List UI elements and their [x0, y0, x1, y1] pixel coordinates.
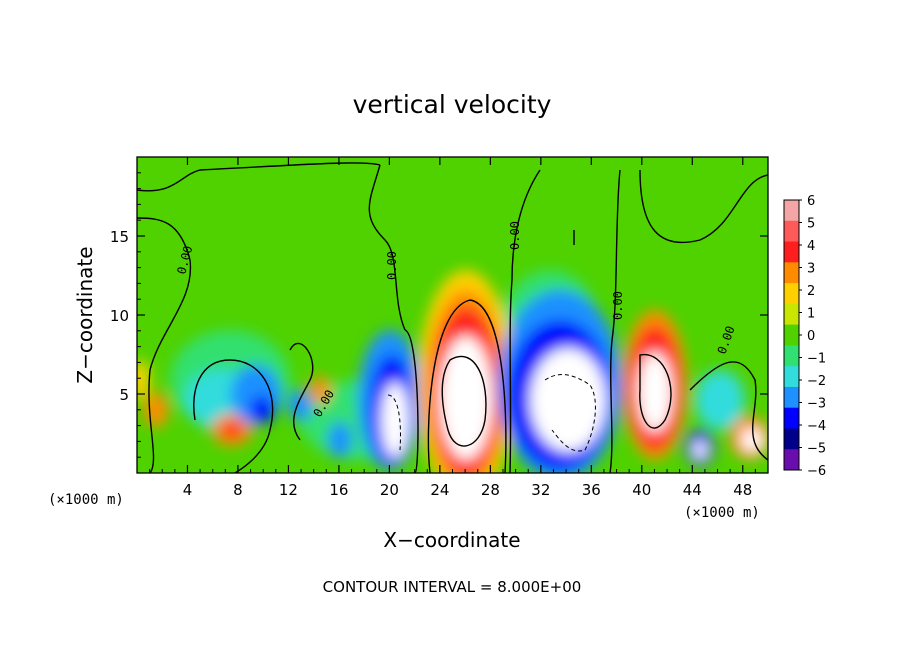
- x-tick-label: 20: [380, 481, 399, 499]
- contour-line: [609, 169, 621, 473]
- x-tick-label: 28: [481, 481, 500, 499]
- contour-label: 0.00: [508, 221, 522, 250]
- downdraft-x34-core: [530, 348, 606, 452]
- zero-contours: [137, 162, 768, 473]
- contour-line: [509, 169, 541, 473]
- colorbar-label: 6: [807, 194, 815, 209]
- updraft-x41-core: [638, 352, 672, 432]
- contour-line: [137, 217, 192, 473]
- contour-line: [441, 355, 487, 447]
- weak-negative-x46: [695, 370, 745, 430]
- x-tick-label: 36: [582, 481, 601, 499]
- colorbar-swatch: [784, 200, 799, 222]
- y-axis-label: Z−coordinate: [73, 246, 97, 383]
- colorbar-label: 0: [807, 329, 815, 344]
- colorbar-label: 1: [807, 307, 815, 322]
- colorbar-swatch: [784, 324, 799, 346]
- contour-label: 0.00: [385, 251, 399, 280]
- contour-interval-note: CONTOUR INTERVAL = 8.000E+00: [323, 578, 582, 596]
- colorbar-label: −4: [807, 419, 826, 434]
- x-tick-label: 16: [329, 481, 348, 499]
- colorbar-swatch: [784, 386, 799, 409]
- chart-title: vertical velocity: [353, 90, 552, 119]
- downdraft-x44-core: [693, 441, 707, 459]
- colorbar-label: 4: [807, 239, 815, 254]
- colorbar-label: −1: [807, 352, 826, 367]
- heatmap-field: [137, 157, 768, 473]
- contour-line: [639, 169, 768, 244]
- colorbar-label: 5: [807, 217, 815, 232]
- contour-line: [689, 361, 768, 461]
- colorbar-label: −3: [807, 397, 826, 412]
- colorbar-swatch: [784, 303, 799, 326]
- colorbar-swatch: [784, 407, 799, 429]
- downdraft-x15: [328, 422, 352, 458]
- colorbar-swatch: [784, 283, 799, 305]
- x-tick-label: 44: [683, 481, 702, 499]
- colorbar-swatch: [784, 366, 799, 388]
- y-axis: 5 10 15: [110, 172, 768, 458]
- colorbar: 6 5 4 3 2 1 0 −1 −2 −3 −4 −5 −6: [783, 194, 826, 479]
- contour-line: [427, 299, 507, 473]
- contour-line: [137, 162, 381, 192]
- x-unit-right: (×1000 m): [684, 505, 760, 521]
- updraft-x0: [137, 360, 150, 400]
- downdraft-x13: [288, 389, 312, 421]
- updraft-x14: [310, 376, 330, 404]
- contour-line: [387, 394, 401, 451]
- y-tick-label: 5: [119, 386, 129, 404]
- x-tick-label: 40: [632, 481, 651, 499]
- contour-label: 0.00: [611, 291, 625, 320]
- colorbar-swatch: [784, 241, 799, 263]
- downdraft-x20-core: [381, 382, 409, 458]
- x-tick-label: 24: [430, 481, 449, 499]
- updraft-x4: [144, 392, 168, 428]
- colorbar-label: −5: [807, 442, 826, 457]
- x-tick-label: 8: [233, 481, 243, 499]
- colorbar-label: −2: [807, 374, 826, 389]
- contour-labels: 0.00 0.00 0.00 0.00 0.00 0.00: [174, 221, 737, 419]
- negative-contours: [387, 374, 596, 452]
- contour-line: [289, 342, 314, 441]
- colorbar-swatch: [784, 262, 799, 284]
- x-axis-label: X−coordinate: [383, 528, 520, 552]
- colorbar-label: −6: [807, 464, 826, 479]
- updraft-x48-core: [741, 428, 763, 452]
- downdraft-x10-core: [250, 396, 274, 424]
- y-tick-label: 15: [110, 228, 129, 246]
- x-tick-label: 32: [531, 481, 550, 499]
- y-tick-label: 10: [110, 307, 129, 325]
- updraft-x26-core: [440, 336, 492, 460]
- x-unit-left: (×1000 m): [48, 492, 124, 508]
- colorbar-swatch: [784, 345, 799, 367]
- contour-line: [193, 359, 274, 473]
- colorbar-label: 2: [807, 284, 815, 299]
- contour-line: [639, 354, 672, 429]
- x-axis: 4 8 12 16 20 24 28 32 36 40 44 48: [149, 157, 756, 499]
- x-tick-label: 48: [733, 481, 752, 499]
- colorbar-swatch: [784, 449, 799, 471]
- contour-line: [544, 374, 596, 452]
- updraft-x8-core: [222, 422, 242, 438]
- x-tick-label: 4: [183, 481, 193, 499]
- colorbar-swatch: [784, 428, 799, 450]
- x-tick-label: 12: [279, 481, 298, 499]
- contour-line: [368, 164, 406, 331]
- contour-line: [404, 329, 419, 473]
- colorbar-label: 3: [807, 262, 815, 277]
- colorbar-swatch: [784, 220, 799, 243]
